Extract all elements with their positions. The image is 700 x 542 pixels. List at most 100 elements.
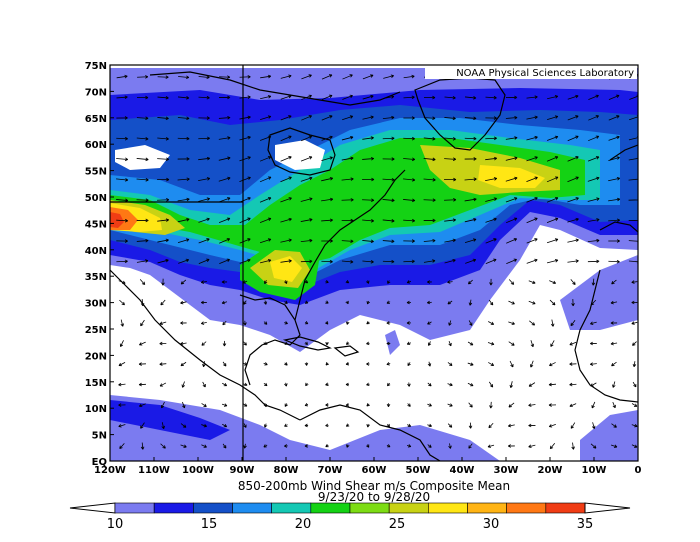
wind-vector <box>239 135 251 141</box>
wind-vector <box>116 95 128 100</box>
wind-vector <box>468 443 473 449</box>
wind-vector <box>160 299 166 306</box>
wind-vector <box>304 321 309 325</box>
wind-vector <box>118 382 126 387</box>
wind-vector <box>386 423 390 428</box>
wind-vector <box>304 423 309 428</box>
wind-vector <box>263 423 268 428</box>
arctic-islands <box>149 71 401 106</box>
wind-vector <box>325 362 329 366</box>
wind-vector <box>198 197 211 202</box>
wind-vector <box>366 280 370 284</box>
wind-vector <box>178 258 190 264</box>
wind-vector <box>263 362 268 366</box>
wind-vector <box>161 278 165 286</box>
wind-vector <box>567 197 579 203</box>
wind-vector <box>219 258 230 265</box>
wind-vector <box>427 403 432 407</box>
wind-vector <box>221 300 228 305</box>
wind-vector <box>263 382 268 387</box>
wind-vector <box>218 136 231 140</box>
wind-vector <box>280 94 292 100</box>
wind-vector <box>526 258 538 264</box>
wind-vector <box>444 137 456 141</box>
wind-vector <box>136 218 149 223</box>
wind-vector <box>259 258 272 264</box>
lat-tick-label: 70N <box>85 87 107 98</box>
lat-tick-label: 45N <box>85 219 107 230</box>
wind-vector <box>346 444 350 448</box>
wind-vector <box>509 360 514 368</box>
wind-vector <box>161 422 165 430</box>
wind-vector <box>508 279 515 285</box>
wind-vector <box>138 341 146 346</box>
wind-vector <box>138 382 146 387</box>
wind-vector <box>505 136 518 140</box>
wind-vector <box>505 217 518 224</box>
wind-vector <box>325 280 329 284</box>
colorbar-low-arrow <box>69 502 116 514</box>
wind-vector <box>180 444 187 448</box>
lat-tick-label: EQ <box>92 457 107 468</box>
wind-vector <box>177 177 190 182</box>
africa <box>574 269 638 403</box>
colorbar-high-arrow <box>584 502 631 514</box>
wind-vector <box>464 238 477 244</box>
wind-vector <box>386 403 391 407</box>
lat-tick-label: 30N <box>85 299 107 310</box>
wind-vector <box>119 443 125 449</box>
wind-vector <box>116 178 129 182</box>
wind-vector <box>219 238 231 244</box>
wind-vector <box>116 218 129 223</box>
wind-vector <box>366 403 370 407</box>
wind-vector <box>406 444 412 448</box>
wind-vector <box>529 360 534 368</box>
lon-tick-label: 30W <box>494 465 519 476</box>
contour-10-b <box>560 255 638 330</box>
wind-vector <box>259 135 272 141</box>
wind-vector <box>447 403 453 407</box>
wind-vector <box>382 177 395 182</box>
lon-tick-label: 90W <box>230 465 255 476</box>
wind-vector <box>550 340 555 347</box>
wind-vector <box>488 362 495 366</box>
lon-tick-label: 50W <box>406 465 431 476</box>
wind-vector <box>403 95 415 100</box>
wind-vector <box>631 321 638 325</box>
wind-vector <box>342 74 353 80</box>
wind-vector <box>120 319 124 327</box>
contour-30-c <box>270 256 302 282</box>
wind-vector <box>529 320 536 326</box>
wind-vector <box>448 443 452 449</box>
wind-vector <box>403 157 416 162</box>
wind-vector <box>200 321 207 325</box>
wind-vector <box>548 382 557 387</box>
wind-vector <box>590 443 597 449</box>
wind-vector <box>242 382 248 387</box>
wind-vector <box>444 238 456 243</box>
wind-vector <box>198 258 210 265</box>
wind-vector <box>403 239 415 243</box>
wind-vector <box>611 423 617 428</box>
wind-vector <box>447 382 453 387</box>
wind-vector <box>301 115 312 121</box>
wind-vector <box>260 115 272 121</box>
wind-vector <box>362 136 374 140</box>
contour-10-c <box>110 395 500 461</box>
wind-vector <box>403 259 415 264</box>
wind-vector <box>526 156 538 162</box>
colorbar-label: 35 <box>577 517 594 532</box>
wind-vector <box>427 321 432 325</box>
wind-vector <box>444 95 456 100</box>
wind-vector <box>345 279 350 284</box>
wind-vector <box>201 341 207 346</box>
wind-vector <box>140 299 145 307</box>
wind-vector <box>407 403 411 407</box>
wind-vector <box>485 238 497 244</box>
lat-tick-label: 40N <box>85 246 107 257</box>
wind-vector <box>427 361 432 367</box>
wind-vector <box>628 198 638 202</box>
wind-vector <box>590 321 597 325</box>
wind-vector <box>362 260 374 264</box>
wind-vector <box>280 176 292 183</box>
